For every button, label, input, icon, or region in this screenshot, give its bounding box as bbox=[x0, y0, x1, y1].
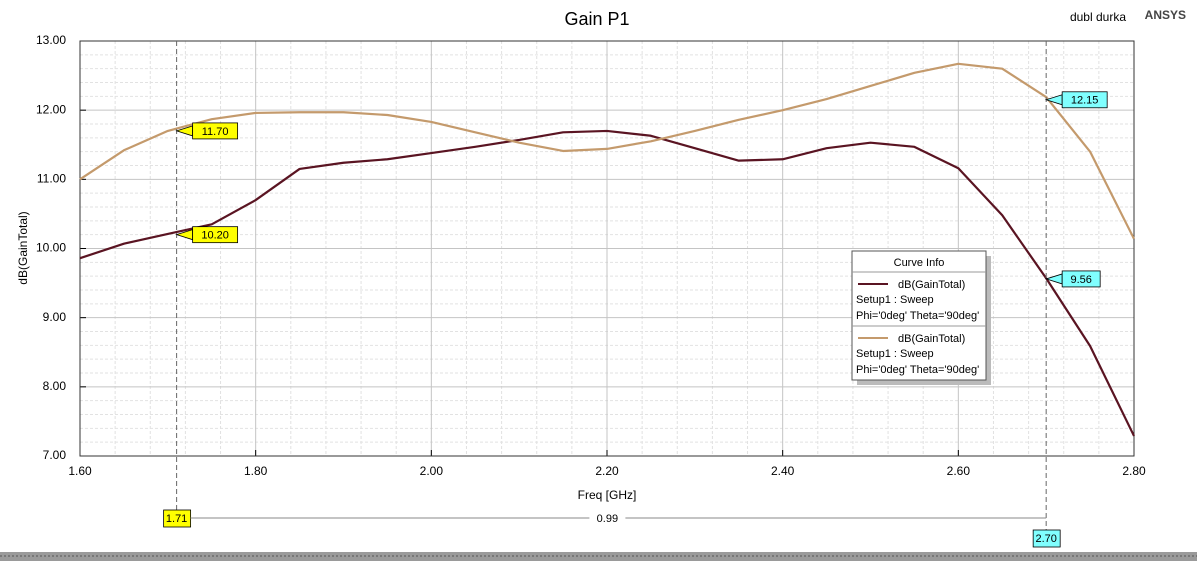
legend-title: Curve Info bbox=[894, 257, 945, 269]
y-tick-label: 12.00 bbox=[36, 102, 66, 116]
plot-border bbox=[79, 40, 1135, 457]
status-bar bbox=[0, 552, 1197, 561]
x-tick-label: 2.20 bbox=[595, 464, 619, 478]
delta-label: 0.99 bbox=[597, 513, 618, 525]
legend: Curve Info dB(GainTotal) Setup1 : Sweep Phi… bbox=[851, 250, 991, 385]
plot: 10.20 11.70 1.71 9.56 12.15 2.70 0.99 bbox=[79, 41, 1135, 548]
marker-value-box bbox=[1061, 91, 1108, 109]
project-name: dubl durka bbox=[1070, 10, 1126, 24]
marker-x-label: 1.71 bbox=[166, 513, 187, 525]
series-line bbox=[79, 129, 1135, 437]
y-axis-label: dB(GainTotal) bbox=[16, 211, 30, 284]
x-axis-label: Freq [GHz] bbox=[578, 488, 637, 502]
marker-value-label: 12.15 bbox=[1071, 95, 1099, 107]
y-tick-label: 7.00 bbox=[43, 448, 67, 462]
marker-value-box bbox=[192, 226, 239, 244]
marker-x-box bbox=[1032, 529, 1061, 548]
marker-value-box bbox=[1061, 270, 1101, 288]
x-tick-label: 1.80 bbox=[244, 464, 268, 478]
legend-context: Phi='0deg' Theta='90deg' bbox=[856, 364, 979, 376]
x-tick-label: 2.00 bbox=[420, 464, 444, 478]
marker-value-box bbox=[192, 122, 239, 140]
delta-label-bg bbox=[589, 510, 626, 526]
x-tick-label: 2.40 bbox=[771, 464, 795, 478]
legend-setup: Setup1 : Sweep bbox=[856, 294, 934, 306]
y-tick-label: 13.00 bbox=[36, 33, 66, 47]
marker-value-label: 9.56 bbox=[1070, 274, 1091, 286]
x-tick-label: 2.80 bbox=[1122, 464, 1146, 478]
y-tick-label: 9.00 bbox=[43, 310, 67, 324]
legend-setup: Setup1 : Sweep bbox=[856, 348, 934, 360]
marker-value-label: 10.20 bbox=[201, 230, 229, 242]
legend-label: dB(GainTotal) bbox=[898, 333, 965, 345]
grid bbox=[79, 40, 1135, 457]
series-line bbox=[79, 62, 1135, 240]
marker-value-label: 11.70 bbox=[202, 126, 229, 138]
x-tick-label: 1.60 bbox=[68, 464, 92, 478]
marker-x-label: 2.70 bbox=[1035, 533, 1056, 545]
legend-label: dB(GainTotal) bbox=[898, 279, 965, 291]
legend-context: Phi='0deg' Theta='90deg' bbox=[856, 310, 979, 322]
y-tick-label: 11.00 bbox=[37, 172, 66, 186]
brand: ANSYS bbox=[1145, 8, 1186, 22]
x-tick-label: 2.60 bbox=[947, 464, 971, 478]
y-tick-label: 8.00 bbox=[43, 379, 67, 393]
chart-title: Gain P1 bbox=[564, 9, 629, 29]
y-tick-label: 10.00 bbox=[36, 241, 66, 255]
